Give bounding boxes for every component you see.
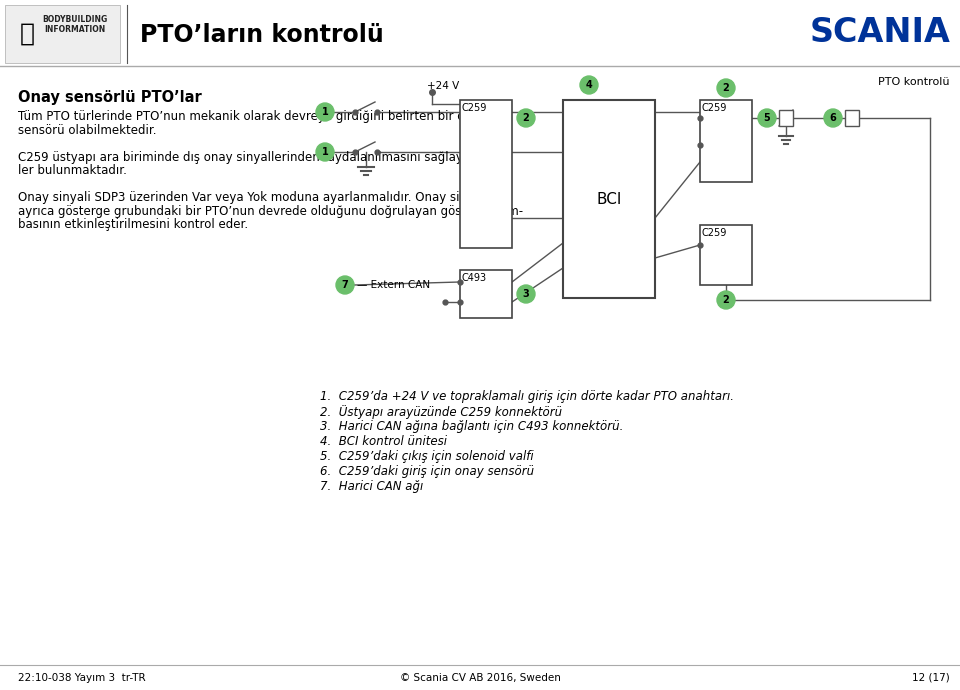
Text: 22:10-038 Yayım 3  tr-TR: 22:10-038 Yayım 3 tr-TR [18,673,146,683]
Text: 1.  C259’da +24 V ve topraklamalı giriş için dörte kadar PTO anahtarı.: 1. C259’da +24 V ve topraklamalı giriş i… [320,390,734,403]
Bar [700,100,752,182]
Circle shape [580,76,598,94]
Text: 6.  C259’daki giriş için onay sensörü: 6. C259’daki giriş için onay sensörü [320,465,534,478]
Text: 2: 2 [723,83,730,93]
Text: 6: 6 [829,113,836,123]
Text: 3.  Harici CAN ağına bağlantı için C493 konnektörü.: 3. Harici CAN ağına bağlantı için C493 k… [320,420,623,433]
Text: sensörü olabilmektedir.: sensörü olabilmektedir. [18,124,156,137]
Text: ler bulunmaktadır.: ler bulunmaktadır. [18,164,127,177]
Circle shape [316,103,334,121]
Bar [700,225,752,285]
Text: 5.  C259’daki çıkış için solenoid valfi: 5. C259’daki çıkış için solenoid valfi [320,450,534,463]
Text: 4.  BCI kontrol ünitesi: 4. BCI kontrol ünitesi [320,435,447,448]
Text: Tüm PTO türlerinde PTO’nun mekanik olarak devreye girdiğini belirten bir onay: Tüm PTO türlerinde PTO’nun mekanik olara… [18,110,486,123]
Bar [845,110,859,126]
Text: INFORMATION: INFORMATION [44,26,106,34]
Circle shape [517,109,535,127]
Text: SCANIA: SCANIA [809,17,950,50]
Circle shape [758,109,776,127]
Text: 🚛: 🚛 [20,22,35,46]
Text: BCI: BCI [596,192,622,206]
Text: +24 V: +24 V [427,81,459,91]
Text: © Scania CV AB 2016, Sweden: © Scania CV AB 2016, Sweden [399,673,561,683]
Bar [563,100,655,298]
Text: C259 üstyapı ara biriminde dış onay sinyallerinden faydalanılmasını sağlayan gir: C259 üstyapı ara biriminde dış onay siny… [18,150,511,164]
Text: 5: 5 [763,113,770,123]
Text: PTO’ların kontrolü: PTO’ların kontrolü [140,23,384,47]
Text: 7: 7 [342,280,348,290]
Text: 2: 2 [723,295,730,305]
Text: PTO kontrolü: PTO kontrolü [878,77,950,87]
Text: BODYBUILDING: BODYBUILDING [42,15,108,25]
Circle shape [717,79,735,97]
Text: — Extern CAN: — Extern CAN [357,280,430,290]
Bar [460,100,512,248]
Text: ayrıca gösterge grubundaki bir PTO’nun devrede olduğunu doğrulayan gösterge lam-: ayrıca gösterge grubundaki bir PTO’nun d… [18,204,523,217]
Text: C259: C259 [462,103,488,113]
Circle shape [316,143,334,161]
Circle shape [717,291,735,309]
Text: 12 (17): 12 (17) [912,673,950,683]
Circle shape [517,285,535,303]
Text: C493: C493 [462,273,487,283]
Text: 3: 3 [522,289,529,299]
Text: 2: 2 [522,113,529,123]
Text: basının etkinleştirilmesini kontrol eder.: basının etkinleştirilmesini kontrol eder… [18,218,248,231]
Bar [460,270,512,318]
Circle shape [824,109,842,127]
Bar [5,5,120,63]
Circle shape [336,276,354,294]
Text: Onay sensörlü PTO’lar: Onay sensörlü PTO’lar [18,90,202,105]
Text: 1: 1 [322,107,328,117]
Text: C259: C259 [702,103,728,113]
Bar [779,110,793,126]
Text: 7.  Harici CAN ağı: 7. Harici CAN ağı [320,480,423,493]
Text: C259: C259 [702,228,728,238]
Text: 4: 4 [586,80,592,90]
Text: 2.  Üstyapı arayüzünde C259 konnektörü: 2. Üstyapı arayüzünde C259 konnektörü [320,405,563,419]
Text: Onay sinyali SDP3 üzerinden Var veya Yok moduna ayarlanmalıdır. Onay sinyali: Onay sinyali SDP3 üzerinden Var veya Yok… [18,191,488,204]
Text: 1: 1 [322,147,328,157]
